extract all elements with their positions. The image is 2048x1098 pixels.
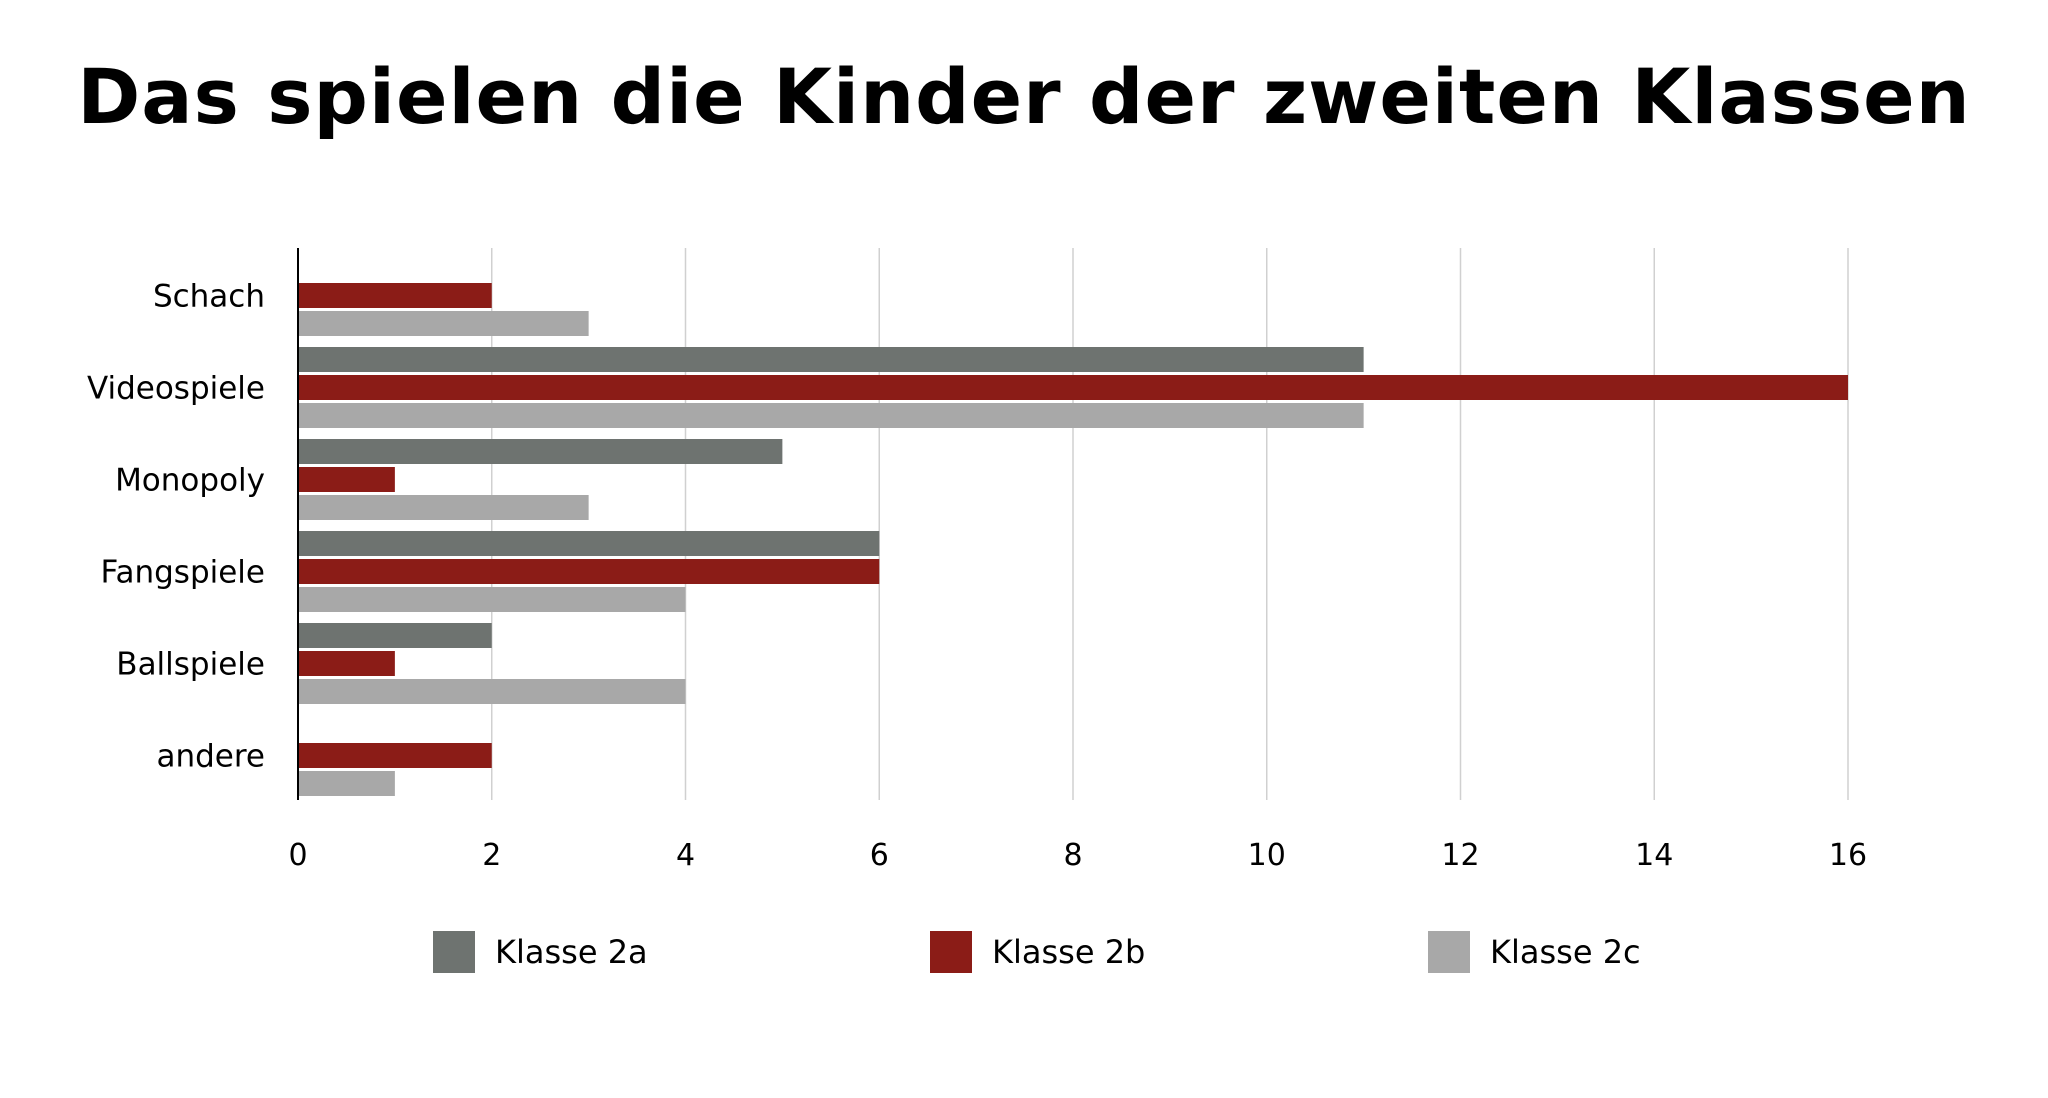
bar — [298, 311, 589, 336]
bar — [298, 495, 589, 520]
bar — [298, 531, 880, 556]
bar — [298, 375, 1848, 400]
bar — [298, 467, 395, 492]
legend-swatch — [1428, 931, 1470, 973]
legend-label: Klasse 2c — [1490, 933, 1641, 971]
bars — [298, 283, 1848, 796]
chart-title: Das spielen die Kinder der zweiten Klass… — [77, 52, 1971, 141]
legend-label: Klasse 2b — [992, 933, 1146, 971]
legend-item-klasse-2b: Klasse 2b — [930, 930, 1145, 974]
legend-item-klasse-2a: Klasse 2a — [433, 930, 648, 974]
bar — [298, 651, 395, 676]
bar — [298, 559, 880, 584]
bar — [298, 623, 492, 648]
legend-swatch — [930, 931, 972, 973]
category-label: andere — [156, 739, 265, 775]
bar — [298, 587, 686, 612]
x-tick-label: 16 — [1829, 838, 1867, 873]
category-label: Ballspiele — [116, 647, 265, 683]
legend-label: Klasse 2a — [495, 933, 648, 971]
bar — [298, 743, 492, 768]
category-label: Schach — [153, 279, 265, 315]
bar — [298, 771, 395, 796]
x-tick-label: 10 — [1248, 838, 1286, 873]
category-label: Monopoly — [115, 463, 265, 499]
category-label: Videospiele — [87, 371, 265, 407]
x-tick-label: 2 — [482, 838, 501, 873]
x-tick-label: 14 — [1635, 838, 1673, 873]
x-tick-label: 6 — [870, 838, 889, 873]
bar — [298, 283, 492, 308]
bar — [298, 439, 783, 464]
x-tick-label: 12 — [1441, 838, 1479, 873]
bar — [298, 679, 686, 704]
bar — [298, 347, 1364, 372]
labels: 0 2 4 6 8 10 12 14 16 Schach Videospiele Monopoly Fa… — [87, 279, 1867, 874]
grid-lines — [491, 248, 1849, 800]
legend: Klasse 2a Klasse 2b Klasse 2c — [0, 930, 2048, 990]
x-tick-label: 0 — [288, 838, 307, 873]
legend-swatch — [433, 931, 475, 973]
bar — [298, 403, 1364, 428]
legend-item-klasse-2c: Klasse 2c — [1428, 930, 1641, 974]
category-label: Fangspiele — [100, 555, 265, 591]
x-tick-label: 8 — [1063, 838, 1082, 873]
x-tick-label: 4 — [676, 838, 695, 873]
